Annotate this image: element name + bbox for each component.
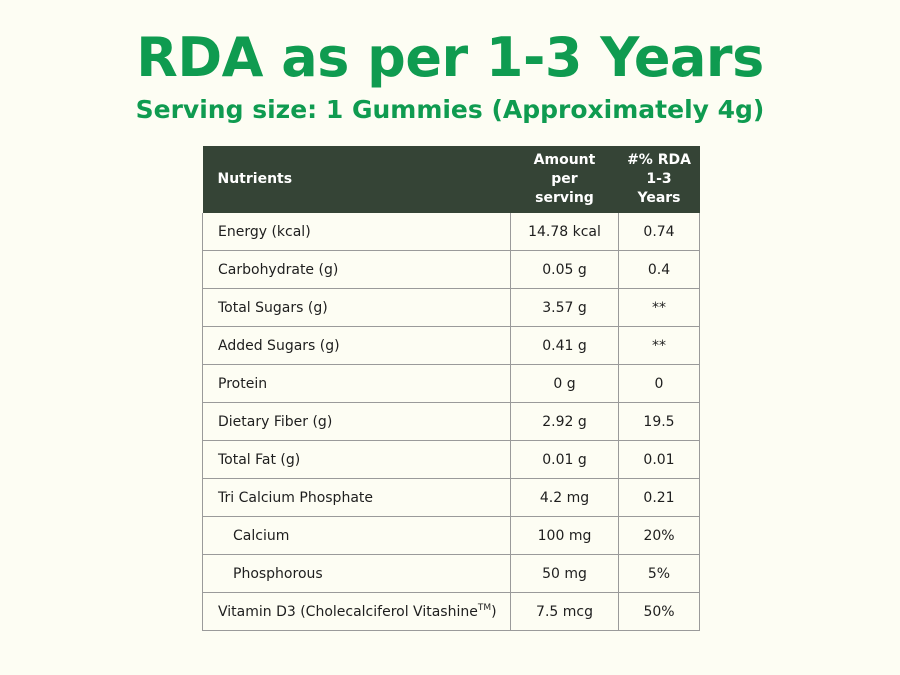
nutrient-name: Added Sugars (g) bbox=[202, 326, 511, 365]
nutrient-rda: 20% bbox=[618, 516, 700, 555]
nutrient-rda: 0.74 bbox=[618, 213, 700, 251]
header-amount-line2: per bbox=[551, 171, 578, 187]
nutrient-name: Energy (kcal) bbox=[202, 213, 511, 251]
header-rda-line3: Years bbox=[637, 190, 681, 206]
table-row: Total Sugars (g) 3.57 g ** bbox=[202, 288, 700, 327]
table-row: Dietary Fiber (g) 2.92 g 19.5 bbox=[202, 402, 700, 441]
table-row: Phosphorous 50 mg 5% bbox=[202, 554, 700, 593]
nutrient-rda: 0.21 bbox=[618, 478, 700, 517]
nutrient-amount: 7.5 mcg bbox=[510, 592, 619, 631]
table-row: Added Sugars (g) 0.41 g ** bbox=[202, 326, 700, 365]
table-row: Protein 0 g 0 bbox=[202, 364, 700, 403]
page-title: RDA as per 1-3 Years bbox=[136, 26, 764, 89]
nutrient-name: Calcium bbox=[202, 516, 511, 555]
nutrient-amount: 2.92 g bbox=[510, 402, 619, 441]
nutrient-amount: 0.01 g bbox=[510, 440, 619, 479]
nutrient-rda: 5% bbox=[618, 554, 700, 593]
table-row: Tri Calcium Phosphate 4.2 mg 0.21 bbox=[202, 478, 700, 517]
nutrient-amount: 0.05 g bbox=[510, 250, 619, 289]
nutrient-name: Carbohydrate (g) bbox=[202, 250, 511, 289]
nutrient-rda: 19.5 bbox=[618, 402, 700, 441]
nutrient-amount: 4.2 mg bbox=[510, 478, 619, 517]
header-nutrients: Nutrients bbox=[202, 146, 511, 213]
header-amount-per-serving: Amount per serving bbox=[510, 146, 619, 213]
header-rda-line2: 1-3 bbox=[646, 171, 672, 187]
nutrition-table: Nutrients Amount per serving #% RDA 1-3 … bbox=[202, 146, 700, 631]
nutrient-amount: 0.41 g bbox=[510, 326, 619, 365]
nutrient-name: Protein bbox=[202, 364, 511, 403]
nutrient-name: Vitamin D3 (Cholecalciferol VitashineTM) bbox=[202, 592, 511, 631]
nutrient-name: Phosphorous bbox=[202, 554, 511, 593]
nutrient-rda: ** bbox=[618, 288, 700, 327]
nutrient-rda: 0.4 bbox=[618, 250, 700, 289]
nutrient-rda: ** bbox=[618, 326, 700, 365]
nutrient-rda: 0.01 bbox=[618, 440, 700, 479]
nutrient-name: Tri Calcium Phosphate bbox=[202, 478, 511, 517]
table-row: Total Fat (g) 0.01 g 0.01 bbox=[202, 440, 700, 479]
header-amount-line3: serving bbox=[535, 190, 594, 206]
nutrient-name: Dietary Fiber (g) bbox=[202, 402, 511, 441]
header-rda-line1: #% RDA bbox=[627, 152, 691, 168]
nutrient-rda: 0 bbox=[618, 364, 700, 403]
header-rda: #% RDA 1-3 Years bbox=[618, 146, 700, 213]
nutrient-name-text: Vitamin D3 (Cholecalciferol Vitashine bbox=[218, 603, 478, 620]
nutrient-amount: 3.57 g bbox=[510, 288, 619, 327]
serving-size-subtitle: Serving size: 1 Gummies (Approximately 4… bbox=[135, 95, 765, 124]
table-row: Carbohydrate (g) 0.05 g 0.4 bbox=[202, 250, 700, 289]
nutrient-name-end: ) bbox=[491, 603, 497, 620]
nutrient-amount: 14.78 kcal bbox=[510, 213, 619, 251]
header-amount-line1: Amount bbox=[533, 152, 596, 168]
nutrient-name: Total Fat (g) bbox=[202, 440, 511, 479]
nutrient-name: Total Sugars (g) bbox=[202, 288, 511, 327]
table-row: Vitamin D3 (Cholecalciferol VitashineTM)… bbox=[202, 592, 700, 631]
nutrient-amount: 0 g bbox=[510, 364, 619, 403]
table-row: Energy (kcal) 14.78 kcal 0.74 bbox=[202, 213, 700, 251]
nutrient-amount: 50 mg bbox=[510, 554, 619, 593]
trademark-mark: TM bbox=[477, 602, 492, 613]
nutrient-rda: 50% bbox=[618, 592, 700, 631]
table-row: Calcium 100 mg 20% bbox=[202, 516, 700, 555]
nutrient-amount: 100 mg bbox=[510, 516, 619, 555]
table-header-row: Nutrients Amount per serving #% RDA 1-3 … bbox=[202, 146, 700, 213]
